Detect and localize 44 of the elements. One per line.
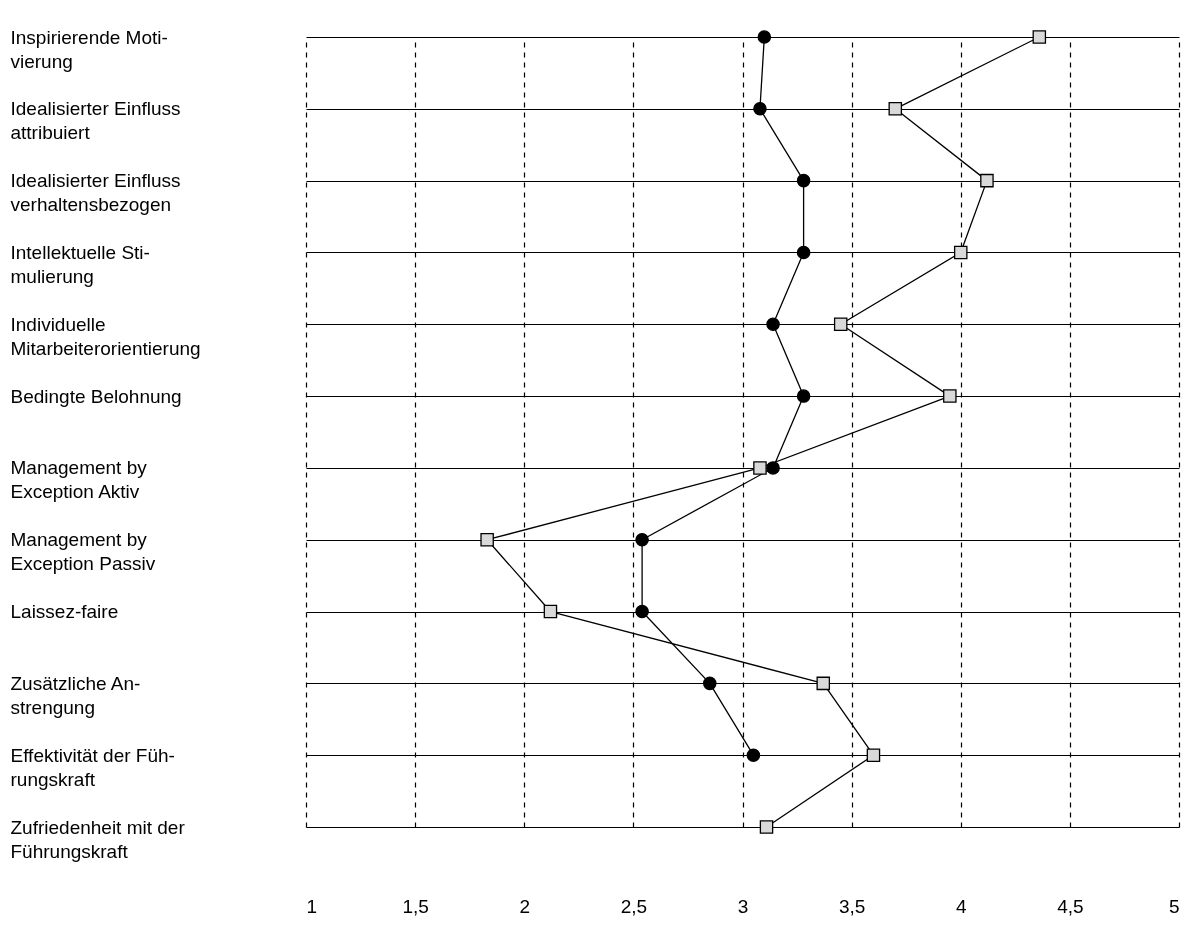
y-tick-label: Management by Exception Aktiv (10, 457, 148, 503)
point (888, 102, 903, 116)
point (759, 820, 774, 834)
point (866, 748, 881, 762)
x-tick-label: 3 (737, 895, 749, 917)
point (766, 461, 780, 475)
point (635, 604, 649, 619)
point (746, 748, 761, 762)
point (796, 173, 811, 188)
y-tick-label: Idealisierter Einfluss attribuiert (10, 98, 181, 144)
point (480, 532, 494, 547)
point (833, 317, 848, 332)
point (943, 389, 957, 403)
point (753, 102, 767, 116)
point (980, 173, 994, 188)
x-tick-label: 5 (1168, 895, 1180, 917)
x-tick-label: 2 (519, 895, 531, 917)
y-tick-label: Zusätzliche An- strengung (10, 672, 141, 718)
x-tick-label: 4 (955, 895, 967, 917)
point (816, 676, 831, 691)
x-tick-label: 2,5 (620, 895, 648, 917)
y-tick-label: Idealisierter Einfluss verhaltensbezogen (10, 170, 181, 216)
x-tick-label: 3,5 (838, 895, 866, 917)
x-tick-label: 1 (306, 895, 318, 917)
y-tick-label: Laissez-faire (10, 601, 119, 623)
y-tick-label: Intellektuelle Sti- mulierung (10, 241, 150, 287)
point (753, 461, 767, 475)
point (543, 604, 558, 619)
point (796, 245, 811, 260)
point (796, 389, 811, 403)
y-tick-label: Individuelle Mitarbeiterorientierung (10, 313, 201, 359)
x-tick-label: 4,5 (1057, 895, 1084, 917)
point (702, 676, 717, 691)
point (1032, 30, 1047, 44)
y-tick-label: Inspirierende Moti- vierung (10, 26, 168, 72)
y-tick-label: Bedingte Belohnung (10, 385, 182, 407)
y-tick-label: Management by Exception Passiv (10, 529, 156, 575)
point (953, 245, 968, 260)
y-tick-label: Zufriedenheit mit der Führungskraft (10, 816, 186, 862)
x-tick-label: 1,5 (402, 895, 429, 917)
point (635, 532, 649, 547)
point (757, 30, 772, 44)
point (766, 317, 780, 332)
y-tick-label: Effektivität der Füh- rungskraft (10, 744, 175, 790)
